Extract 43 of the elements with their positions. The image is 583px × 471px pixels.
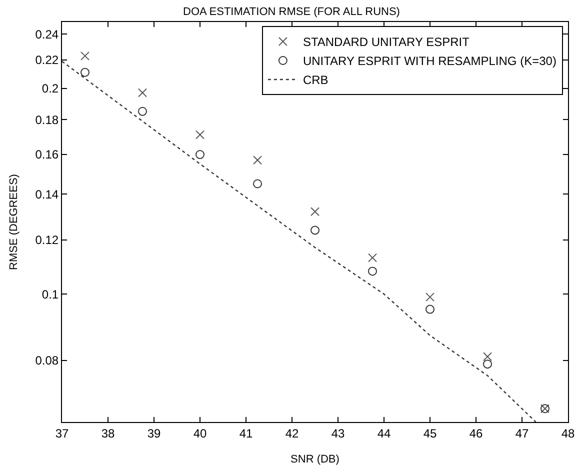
chart-title: DOA ESTIMATION RMSE (FOR ALL RUNS) xyxy=(183,6,400,18)
point xyxy=(253,156,262,165)
y-tick-label: 0.2 xyxy=(42,81,59,96)
point xyxy=(138,88,147,98)
point xyxy=(253,179,262,188)
x-tick-label: 37 xyxy=(55,426,69,440)
point xyxy=(426,304,434,314)
x-tick-label: 44 xyxy=(377,426,391,440)
point xyxy=(80,68,90,77)
point xyxy=(196,150,204,160)
point xyxy=(483,352,492,362)
point xyxy=(368,253,377,262)
y-axis-title: RMSE (DEGREES) xyxy=(8,174,20,270)
legend-label: UNITARY ESPRIT WITH RESAMPLING (K=30) xyxy=(302,54,556,68)
y-tick-label: 0.14 xyxy=(35,187,59,202)
legend-label: STANDARD UNITARY ESPRIT xyxy=(302,35,470,50)
y-tick-label: 0.22 xyxy=(35,53,59,68)
x-tick-label: 40 xyxy=(193,426,207,440)
x-tick-label: 47 xyxy=(515,426,529,440)
y-tick-label: 0.12 xyxy=(35,233,59,248)
x-tick-label: 39 xyxy=(147,426,161,440)
point xyxy=(196,130,204,140)
x-tick-label: 43 xyxy=(331,426,345,440)
y-tick-label: 0.08 xyxy=(35,354,59,368)
y-tick-label: 0.16 xyxy=(35,148,59,162)
point xyxy=(368,266,377,276)
legend-label: CRB xyxy=(302,73,328,88)
y-tick-label: 0.18 xyxy=(35,112,59,127)
point xyxy=(310,207,320,216)
x-tick-label: 48 xyxy=(561,426,575,440)
x-axis-title: SNR (DB) xyxy=(290,454,340,466)
x-tick-label: 45 xyxy=(423,426,437,440)
point xyxy=(426,292,434,302)
y-tick-label: 0.24 xyxy=(35,27,59,42)
y-tick-label: 0.1 xyxy=(42,287,59,302)
point xyxy=(310,226,320,235)
point xyxy=(483,360,492,369)
point xyxy=(138,106,147,116)
x-tick-label: 41 xyxy=(239,426,253,440)
x-tick-label: 46 xyxy=(469,426,483,440)
point xyxy=(80,51,90,60)
x-tick-label: 42 xyxy=(285,426,299,440)
x-tick-label: 38 xyxy=(101,426,115,440)
